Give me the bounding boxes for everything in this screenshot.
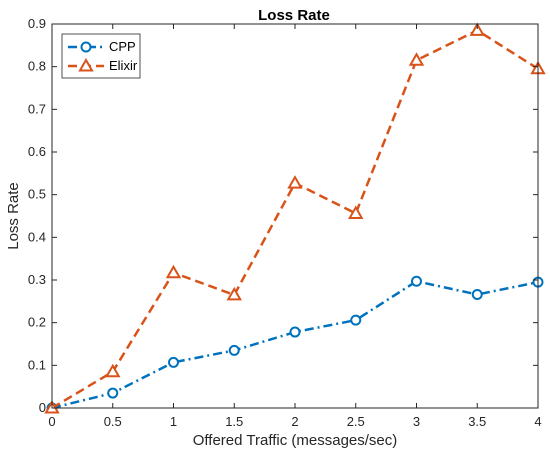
y-tick-label: 0.9 <box>28 16 46 31</box>
data-point-cpp <box>228 344 240 356</box>
x-tick-label: 1.5 <box>225 414 243 429</box>
chart-title: Loss Rate <box>258 7 330 24</box>
x-tick-label: 0 <box>48 414 55 429</box>
data-point-elixir <box>287 175 303 189</box>
legend-marker <box>80 41 92 53</box>
data-point-elixir <box>408 52 425 66</box>
legend-marker <box>78 57 94 72</box>
data-point-elixir <box>165 264 182 279</box>
data-point-cpp <box>411 275 422 287</box>
legend-label: CPP <box>109 39 136 54</box>
y-tick-label: 0.2 <box>28 315 46 330</box>
x-tick-label: 0.5 <box>104 414 122 429</box>
legend-label: Elixir <box>109 58 138 73</box>
y-tick-label: 0.7 <box>28 101 46 116</box>
data-point-cpp <box>289 326 301 338</box>
data-point-elixir <box>348 205 364 219</box>
legend-item-elixir: Elixir <box>68 57 138 73</box>
data-point-elixir <box>105 363 121 378</box>
y-tick-label: 0.6 <box>28 144 46 159</box>
x-tick-label: 3.5 <box>468 414 486 429</box>
legend: CPP Elixir <box>61 33 141 79</box>
x-axis-label: Offered Traffic (messages/sec) <box>193 432 398 449</box>
data-point-cpp <box>471 289 483 301</box>
y-tick-label: 0.5 <box>28 187 46 202</box>
y-tick-label: 0.3 <box>28 272 46 287</box>
x-tick-label: 1 <box>170 414 177 429</box>
data-point-elixir <box>226 286 242 301</box>
data-point-cpp <box>107 387 119 399</box>
y-axis-label: Loss Rate <box>5 182 22 250</box>
legend-box <box>61 33 141 79</box>
x-tick-label: 2.5 <box>347 414 365 429</box>
x-tick-label: 2 <box>291 414 298 429</box>
y-tick-label: 0.4 <box>28 229 46 244</box>
x-tick-label: 3 <box>413 414 420 429</box>
series-line-cpp <box>51 279 539 410</box>
y-tick-label: 0.8 <box>28 59 46 74</box>
x-tick-label: 4 <box>534 414 541 429</box>
y-tick-label: 0.1 <box>28 357 46 372</box>
data-point-cpp <box>168 356 179 368</box>
data-point-cpp <box>350 314 362 326</box>
legend-item-cpp: CPP <box>68 39 136 54</box>
data-point-elixir <box>469 22 485 36</box>
y-tick-label: 0 <box>39 400 46 415</box>
axis-ticks: 0 0.5 1 1.5 2 2.5 3 3.5 4 0 0.1 0.2 0.3 0.4 0.5 0.6 0.7 0… <box>28 16 542 429</box>
